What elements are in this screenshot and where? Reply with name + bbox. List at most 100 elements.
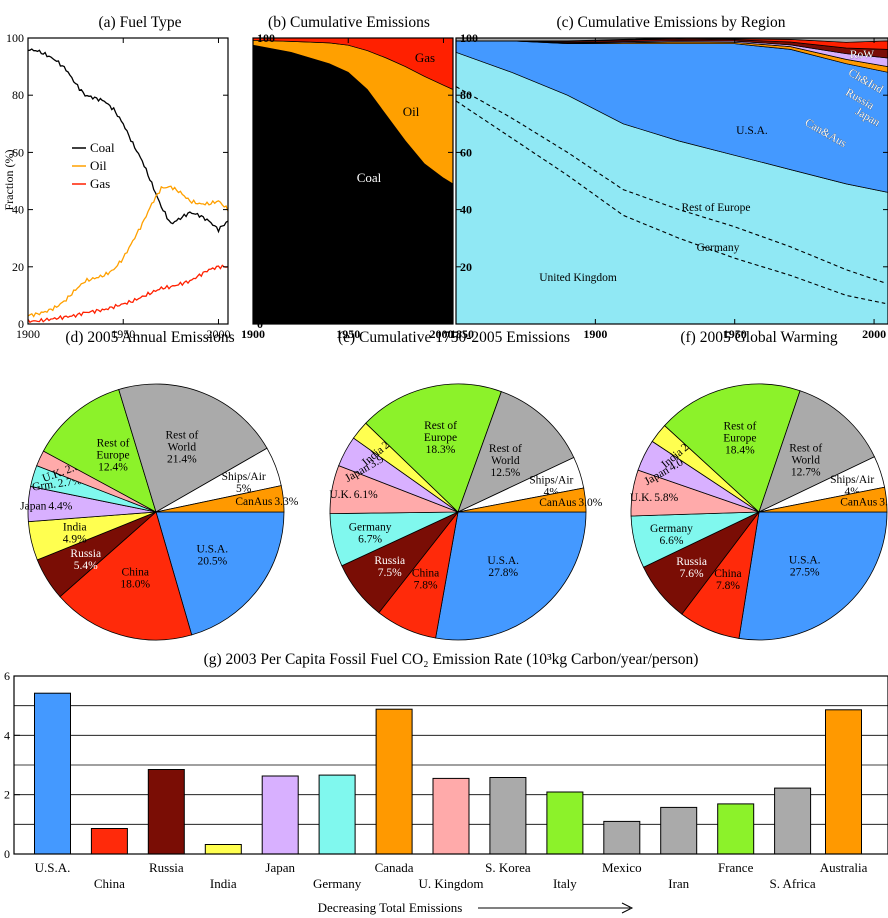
panel-e-label: Russia <box>374 555 405 567</box>
panel-g-frame <box>13 675 888 855</box>
panel-d-value: 12.4% <box>98 462 128 474</box>
panel-a-legend-label: Gas <box>90 176 110 191</box>
panel-g-category-label: Russia <box>149 860 184 875</box>
panel-d-slice-china <box>59 511 193 641</box>
panel-a-legend-label: Oil <box>90 158 107 173</box>
panel-g-bar-japan <box>261 775 299 855</box>
panel-e-slice-rest-of-world <box>457 391 575 513</box>
panel-d-label: Rest of <box>165 430 198 442</box>
panel-d-label: Rest of <box>97 438 130 450</box>
panel-f-value: 7.6% <box>680 568 704 580</box>
panel-e-label: China <box>412 567 439 579</box>
panel-d-label: Ships/Air <box>222 471 266 483</box>
panel-g-bar-germany <box>318 774 356 855</box>
panel-g-category-label: S. Korea <box>485 860 531 875</box>
panel-g-bar-iran <box>660 806 698 855</box>
panel-a-legend-label: Coal <box>90 140 115 155</box>
panel-d-value: 4.4% <box>48 501 72 513</box>
panel-f-slice-u-s-a- <box>738 511 888 641</box>
panel-f-label: U.K. <box>630 492 652 504</box>
panel-e-label: U.K. <box>329 489 351 501</box>
panel-e-slice-canaus <box>457 487 587 513</box>
panel-e-value: 7.5% <box>378 567 402 579</box>
panel-g-bar-russia <box>147 769 185 855</box>
panel-b-label-oil: Oil <box>403 104 420 119</box>
panel-f-value: 5.8% <box>654 492 678 504</box>
panel-g-category-label: U.S.A. <box>35 860 71 875</box>
panel-a-line-coal <box>27 48 229 234</box>
panel-f-label: Germany <box>650 523 693 535</box>
panel-c-frame <box>455 37 888 325</box>
panel-a-xtick-label: 1900 <box>16 327 40 341</box>
panel-b-label-gas: Gas <box>415 50 435 65</box>
panel-b-ytick-label: 20 <box>257 260 269 274</box>
panel-c-xtick-label: 2000 <box>862 327 886 341</box>
panel-g-bar-u-s-a- <box>34 692 71 855</box>
panel-a-ytick-label: 60 <box>12 145 24 159</box>
panel-g-bar-mexico <box>603 820 641 855</box>
panel-g-category-label: S. Africa <box>769 876 815 891</box>
panel-b-xtick-label: 1900 <box>241 327 265 341</box>
panel-a-xtick-label: 1950 <box>111 327 135 341</box>
panel-f-value: 12.7% <box>791 466 821 478</box>
panel-e-label: CanAus <box>539 497 577 509</box>
panel-b-ytick-label: 80 <box>257 88 269 102</box>
panel-f-label: World <box>791 454 820 466</box>
panel-b-frame <box>252 37 454 325</box>
panel-f-2005-global-warming: (f) 2005 Global Warming U.S.A.27.5% China… <box>630 329 888 641</box>
panel-f-label: China <box>714 568 741 580</box>
panel-c-label-germany: Germany <box>697 242 740 254</box>
panel-a-ytick-label: 80 <box>12 88 24 102</box>
panel-d-slice-rest-of-world <box>118 383 268 513</box>
panel-g-bar-france <box>717 803 755 855</box>
panel-e-slice-u-s-a- <box>435 511 587 641</box>
panel-e-label: Ships/Air <box>529 474 573 486</box>
panel-c-ytick-label: 80 <box>460 88 472 102</box>
panel-e-label: Germany <box>349 521 392 533</box>
panel-a-ytick-label: 40 <box>12 203 24 217</box>
panel-d-label: Russia <box>70 548 101 560</box>
panel-c-ytick-label: 40 <box>460 203 472 217</box>
panel-c-xtick-label: 1900 <box>583 327 607 341</box>
panel-g-bar-u-kingdom <box>432 777 470 855</box>
panel-g-category-label: Australia <box>820 860 868 875</box>
panel-c-ytick-label: 60 <box>460 145 472 159</box>
panel-g-bar-india <box>204 844 242 855</box>
panel-b-cumulative-emissions: (b) Cumulative Emissions 1900 1950 2000020… <box>241 14 454 341</box>
panel-c-dashed-rest-of-europe <box>455 86 886 284</box>
panel-f-slice-canaus <box>758 486 888 513</box>
panel-f-value: 27.5% <box>790 567 820 579</box>
panel-d-value: 21.4% <box>167 454 197 466</box>
panel-f-label: Russia <box>676 556 707 568</box>
panel-f-value: 6.6% <box>659 535 683 547</box>
panel-g-xlabel: Decreasing Total Emissions <box>318 900 463 915</box>
panel-g-ytick-label: 4 <box>4 728 10 742</box>
panel-g-category-label: India <box>210 876 237 891</box>
panel-f-label: Rest of <box>789 442 822 454</box>
panel-a-frame <box>27 37 229 325</box>
panel-b-title: (b) Cumulative Emissions <box>268 14 430 31</box>
panel-g-category-label: U. Kingdom <box>419 876 484 891</box>
panel-d-label: China <box>122 566 149 578</box>
panel-a-xtick-label: 2000 <box>206 327 230 341</box>
panel-d-slice-u-s-a- <box>155 511 285 636</box>
panel-f-value: 3.1% <box>879 496 888 508</box>
panel-f-title: (f) 2005 Global Warming <box>680 329 838 346</box>
panel-c-title: (c) Cumulative Emissions by Region <box>556 14 785 31</box>
panel-a-ytick-label: 0 <box>18 317 24 331</box>
panel-e-value: 6.1% <box>354 489 378 501</box>
panel-a-ytick-label: 100 <box>6 31 24 45</box>
panel-e-value: 27.8% <box>488 567 518 579</box>
panel-g-category-label: Mexico <box>602 860 642 875</box>
panel-g-ytick-label: 2 <box>4 788 10 802</box>
panel-g-bar-italy <box>546 791 584 855</box>
panel-f-value: 7.8% <box>716 580 740 592</box>
panel-c-label-united-kingdom: United Kingdom <box>539 272 617 284</box>
panel-d-value: 5.4% <box>74 560 98 572</box>
panel-a-line-gas <box>27 264 229 324</box>
panel-c-label-u-s-a-: U.S.A. <box>736 125 768 137</box>
panel-d-value: 3.3% <box>274 496 298 508</box>
panel-f-value: 18.4% <box>725 445 755 457</box>
panel-e-label: World <box>491 455 520 467</box>
